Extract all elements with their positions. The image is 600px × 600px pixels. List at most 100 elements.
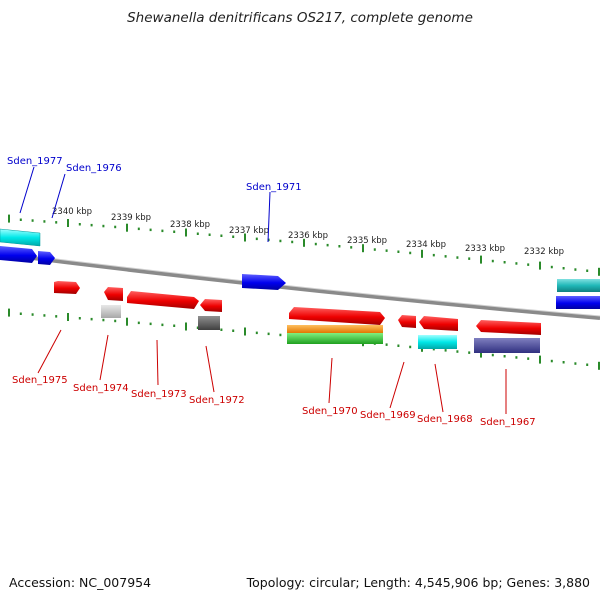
feature-sden-1967-red[interactable] <box>476 320 541 335</box>
minor-tick <box>43 314 46 317</box>
minor-tick <box>397 344 400 347</box>
features-lower <box>54 281 541 353</box>
minor-tick <box>114 225 117 229</box>
minor-tick <box>232 235 235 238</box>
gene-label-sden-1973[interactable]: Sden_1973 <box>131 389 187 400</box>
accession-label: Accession: NC_007954 <box>9 575 152 590</box>
minor-tick <box>19 312 22 315</box>
feature-cyan[interactable] <box>0 228 41 247</box>
minor-tick <box>232 329 235 332</box>
gene-label-sden-1969[interactable]: Sden_1969 <box>360 410 416 421</box>
major-tick <box>185 228 187 237</box>
minor-tick <box>527 357 530 360</box>
scale-label: 2340 kbp <box>52 207 92 217</box>
minor-tick <box>314 242 317 246</box>
minor-tick <box>220 234 223 237</box>
feature-green[interactable] <box>287 333 383 344</box>
minor-tick <box>385 343 388 346</box>
scale-label: 2333 kbp <box>465 244 505 254</box>
minor-tick <box>503 261 506 264</box>
minor-tick <box>173 230 176 233</box>
gene-label-sden-1970[interactable]: Sden_1970 <box>302 406 358 417</box>
gene-label-sden-1974[interactable]: Sden_1974 <box>73 383 129 394</box>
minor-tick <box>173 324 176 327</box>
minor-tick <box>161 323 164 327</box>
gene-label-sden-1976[interactable]: Sden_1976 <box>66 163 122 174</box>
scale-labels: 2340 kbp 2339 kbp 2338 kbp 2337 kbp 2336… <box>52 207 564 257</box>
minor-tick <box>90 223 93 227</box>
minor-tick <box>586 363 589 366</box>
major-tick <box>244 233 246 242</box>
minor-tick <box>55 315 58 318</box>
gene-label-sden-1967[interactable]: Sden_1967 <box>480 417 536 428</box>
minor-tick <box>527 263 530 266</box>
gene-label-sden-1971[interactable]: Sden_1971 <box>246 182 302 193</box>
minor-tick <box>137 321 140 325</box>
minor-tick <box>19 218 22 221</box>
minor-tick <box>432 347 435 351</box>
feature-sden-1969[interactable] <box>398 315 416 328</box>
feature-sden-1970[interactable] <box>289 307 385 325</box>
minor-tick <box>149 322 152 326</box>
minor-tick <box>149 228 152 232</box>
minor-tick <box>586 269 589 272</box>
feature-teal-right[interactable] <box>557 279 600 292</box>
feature-sden-1974[interactable] <box>101 305 121 318</box>
minor-tick <box>550 265 553 269</box>
feature-sden-1976[interactable] <box>38 251 55 265</box>
minor-tick <box>373 248 376 251</box>
minor-tick <box>43 220 46 223</box>
gene-label-sden-1975[interactable]: Sden_1975 <box>12 375 68 386</box>
feature-orange[interactable] <box>287 325 383 333</box>
major-tick <box>598 267 600 276</box>
major-tick <box>539 261 541 270</box>
minor-tick <box>78 223 81 226</box>
minor-tick <box>409 345 412 349</box>
feature-sden-1973[interactable] <box>127 291 199 309</box>
feature-sden-1972-red[interactable] <box>200 299 222 312</box>
minor-tick <box>468 351 471 354</box>
major-tick <box>362 244 364 253</box>
minor-tick <box>515 262 518 265</box>
minor-tick <box>255 331 258 335</box>
feature-blue-right[interactable] <box>556 296 600 309</box>
major-tick <box>8 308 10 317</box>
minor-tick <box>208 233 211 236</box>
minor-tick <box>491 259 494 263</box>
minor-tick <box>468 257 471 260</box>
minor-tick <box>161 229 164 233</box>
major-tick <box>421 249 423 258</box>
gene-label-sden-1972[interactable]: Sden_1972 <box>189 395 245 406</box>
major-tick <box>67 219 69 227</box>
feature-sden-1968-red[interactable] <box>419 316 458 331</box>
feature-sden-1972[interactable] <box>198 316 220 330</box>
minor-tick <box>55 221 58 224</box>
features-upper <box>0 228 600 309</box>
minor-tick <box>102 224 105 228</box>
leader-lines-top <box>19 166 271 243</box>
feature-sden-1977[interactable] <box>0 246 37 263</box>
major-tick <box>126 223 128 232</box>
minor-tick <box>279 239 282 243</box>
scale-label: 2338 kbp <box>170 220 210 230</box>
minor-tick <box>291 240 294 244</box>
gene-label-sden-1968[interactable]: Sden_1968 <box>417 414 473 425</box>
minor-tick <box>550 359 553 363</box>
feature-sden-1975[interactable] <box>54 281 80 294</box>
major-tick <box>480 255 482 264</box>
major-tick <box>67 313 69 321</box>
feature-sden-1971[interactable] <box>242 274 286 290</box>
gene-label-sden-1977[interactable]: Sden_1977 <box>7 156 63 167</box>
minor-tick <box>456 350 459 353</box>
minor-tick <box>515 356 518 359</box>
feature-sden-1968[interactable] <box>418 335 457 349</box>
feature-sden-1967[interactable] <box>474 338 540 353</box>
major-tick <box>303 238 305 247</box>
minor-tick <box>385 249 388 252</box>
minor-tick <box>456 256 459 259</box>
feature-sden-1974-red[interactable] <box>104 287 123 301</box>
minor-tick <box>432 253 435 257</box>
minor-tick <box>114 319 117 323</box>
genome-backbone <box>0 252 600 320</box>
